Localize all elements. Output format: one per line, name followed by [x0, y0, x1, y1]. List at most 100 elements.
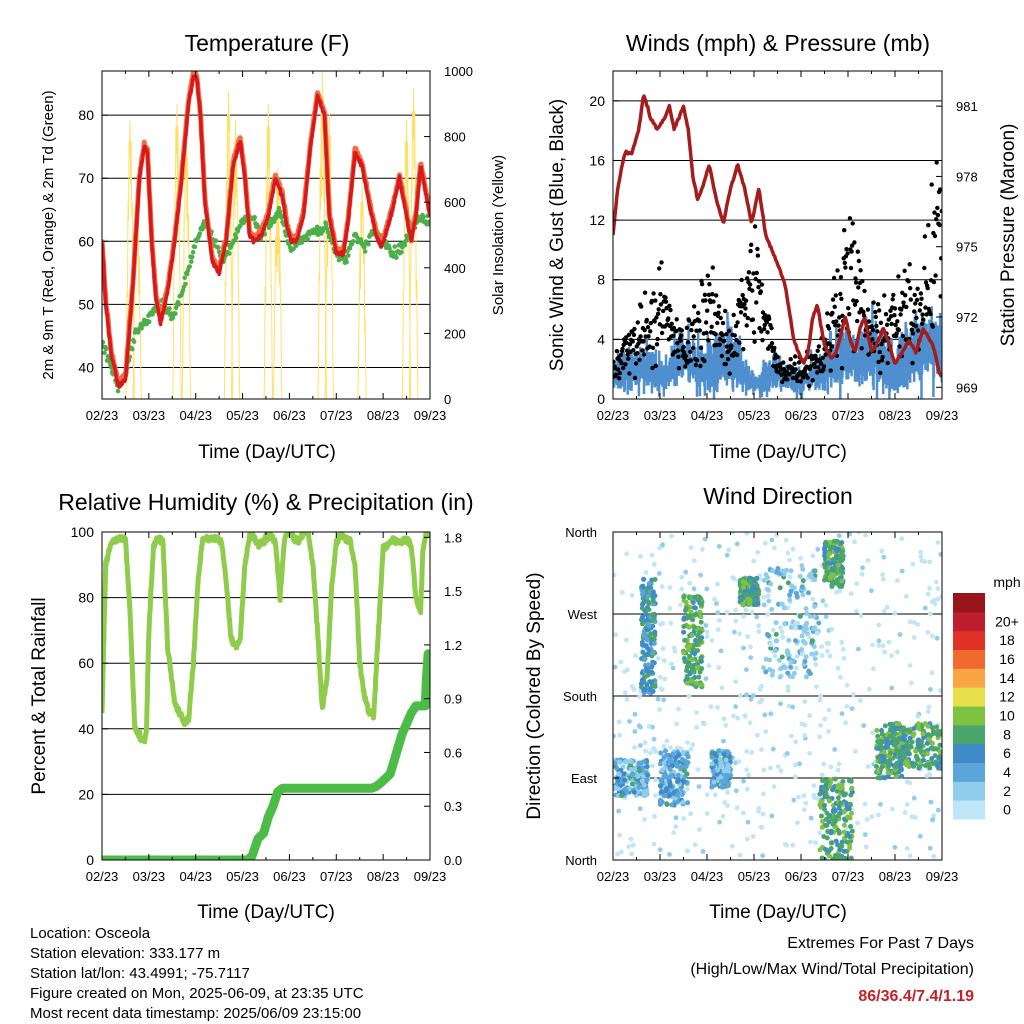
- direction-point: [718, 764, 724, 770]
- direction-point: [699, 682, 705, 688]
- direction-point: [700, 849, 706, 854]
- wind-gust-point: [935, 205, 940, 211]
- wind-gust-point: [858, 268, 863, 273]
- direction-point: [715, 767, 721, 773]
- wind-gust-point: [716, 310, 721, 315]
- direction-point: [790, 704, 796, 710]
- direction-point: [783, 567, 789, 573]
- direction-point: [704, 792, 710, 798]
- direction-point: [671, 830, 677, 835]
- direction-point: [824, 648, 830, 654]
- direction-point: [680, 799, 686, 805]
- dewpoint-point: [392, 244, 398, 249]
- winds-y-tick-label: 0: [597, 391, 605, 407]
- direction-point: [765, 631, 770, 637]
- direction-point: [640, 591, 645, 597]
- direction-point: [681, 594, 687, 600]
- direction-point: [745, 786, 750, 792]
- dewpoint-point: [187, 264, 192, 269]
- direction-point: [797, 761, 802, 767]
- direction-point: [658, 789, 664, 795]
- direction-point: [687, 671, 693, 677]
- direction-point: [841, 829, 847, 835]
- wind-gust-point: [915, 286, 920, 291]
- wind-gust-point: [876, 359, 881, 365]
- dewpoint-point: [421, 215, 426, 220]
- direction-point: [744, 667, 749, 672]
- direction-point: [752, 585, 758, 591]
- wind-gust-point: [635, 320, 640, 325]
- direction-point: [748, 696, 754, 702]
- direction-point: [835, 853, 841, 859]
- direction-point: [738, 693, 743, 698]
- legend-swatch: [953, 687, 985, 707]
- direction-point: [652, 629, 658, 635]
- direction-point: [713, 758, 719, 764]
- solar-insolation-line: [324, 113, 334, 399]
- direction-point: [657, 847, 663, 853]
- wind-gust-point: [733, 323, 739, 329]
- wind-gust-point: [759, 329, 764, 334]
- wind-gust-point: [624, 340, 629, 345]
- direction-point: [904, 802, 910, 807]
- direction-point: [889, 722, 895, 728]
- direction-y-tick-label: East: [571, 771, 597, 786]
- direction-point: [651, 636, 657, 642]
- direction-point: [765, 587, 771, 593]
- direction-x-tick-label: 08/23: [879, 869, 912, 884]
- direction-point: [828, 840, 834, 846]
- direction-point: [715, 705, 720, 710]
- direction-point: [740, 579, 746, 585]
- direction-point: [808, 815, 814, 821]
- direction-point: [675, 790, 681, 796]
- wind-gust-point: [891, 292, 896, 298]
- wind-gust-point: [631, 348, 636, 353]
- humidity-y2-tick-label: 1.2: [444, 638, 462, 653]
- wind-gust-point: [694, 328, 699, 333]
- wind-gust-point: [686, 318, 692, 323]
- direction-point: [835, 665, 841, 671]
- direction-point: [823, 847, 829, 852]
- solar-insolation-line: [401, 120, 412, 399]
- wind-gust-point: [862, 288, 867, 294]
- extremes-subheading: (High/Low/Max Wind/Total Precipitation): [690, 961, 974, 978]
- wind-gust-point: [732, 333, 737, 338]
- direction-point: [811, 568, 817, 574]
- direction-point: [930, 761, 936, 767]
- direction-point: [657, 545, 663, 551]
- direction-point: [769, 537, 775, 543]
- wind-gust-point: [734, 352, 740, 358]
- direction-point: [820, 777, 826, 783]
- direction-point: [639, 778, 645, 784]
- direction-point: [797, 624, 803, 630]
- direction-point: [832, 776, 838, 782]
- humidity-y-tick-label: 60: [78, 655, 94, 671]
- wind-gust-point: [767, 316, 772, 321]
- direction-point: [819, 772, 825, 778]
- direction-point: [787, 574, 793, 580]
- wind-gust-point: [892, 306, 898, 311]
- wind-gust-point: [617, 376, 622, 381]
- direction-point: [884, 604, 890, 610]
- direction-point: [842, 855, 848, 860]
- direction-point: [796, 794, 801, 800]
- direction-point: [848, 824, 853, 829]
- wind-gust-point: [825, 311, 830, 316]
- wind-gust-point: [924, 312, 929, 317]
- direction-point: [809, 638, 815, 644]
- direction-point: [827, 653, 833, 659]
- direction-point: [935, 732, 941, 738]
- direction-point: [628, 767, 634, 772]
- humidity-panel: Relative Humidity (%) & Precipitation (i…: [29, 489, 474, 923]
- wind-gust-point: [703, 298, 708, 303]
- direction-point: [882, 723, 888, 729]
- direction-point: [674, 745, 680, 751]
- winds-x-axis-label: Time (Day/UTC): [709, 442, 847, 463]
- direction-point: [704, 811, 710, 816]
- direction-point: [729, 843, 735, 849]
- direction-point: [771, 784, 777, 790]
- direction-point: [786, 637, 792, 643]
- direction-point: [616, 808, 622, 814]
- wind-gust-point: [768, 344, 774, 349]
